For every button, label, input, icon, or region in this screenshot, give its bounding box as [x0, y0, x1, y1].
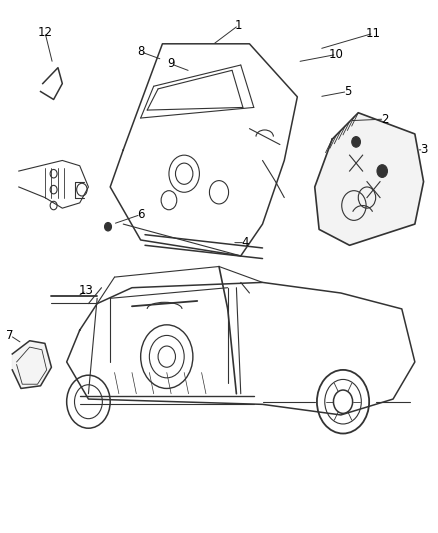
Text: 10: 10	[329, 48, 344, 61]
Text: 4: 4	[241, 236, 249, 249]
Text: 5: 5	[344, 85, 351, 98]
Text: 8: 8	[137, 45, 145, 58]
Circle shape	[105, 222, 112, 231]
Polygon shape	[12, 341, 51, 389]
Text: 7: 7	[6, 329, 14, 342]
Text: 11: 11	[366, 27, 381, 39]
Text: 9: 9	[167, 58, 175, 70]
Circle shape	[377, 165, 388, 177]
Polygon shape	[315, 113, 424, 245]
Circle shape	[352, 136, 360, 147]
Text: 1: 1	[235, 19, 242, 32]
Text: 13: 13	[79, 284, 94, 297]
Text: 6: 6	[137, 208, 145, 221]
Text: 3: 3	[420, 143, 427, 156]
Text: 2: 2	[381, 112, 388, 126]
Text: 12: 12	[37, 26, 53, 38]
